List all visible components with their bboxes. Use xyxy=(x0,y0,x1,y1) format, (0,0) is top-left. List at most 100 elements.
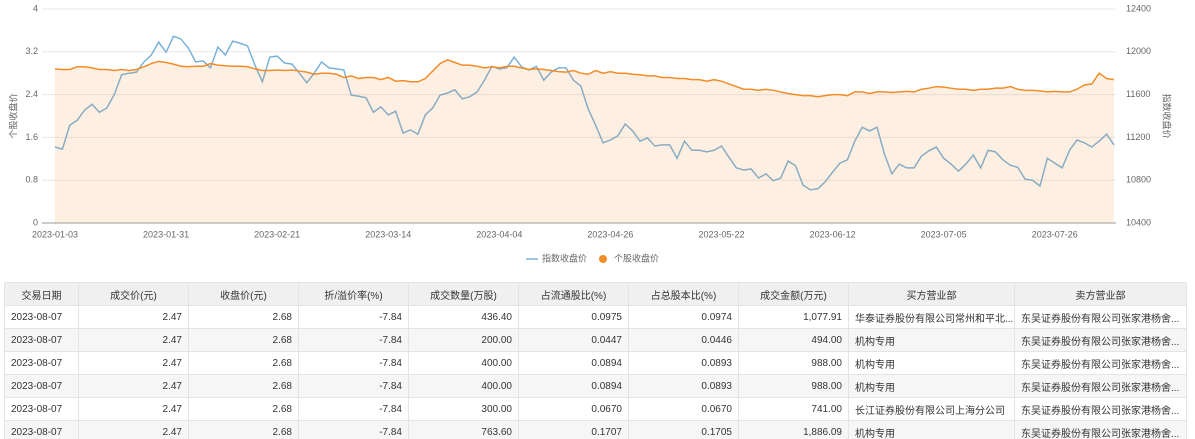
table-cell: 0.0670 xyxy=(628,397,739,421)
table-body: 2023-08-07 2.47 2.68 -7.84 436.40 0.0975 0.097… xyxy=(4,305,1187,439)
table-row: 2023-08-07 2.47 2.68 -7.84 400.00 0.0894 0.089… xyxy=(4,374,1187,398)
table-cell: 机构专用 xyxy=(848,328,1015,352)
table-cell: -7.84 xyxy=(298,328,409,352)
x-tick-label: 2023-05-22 xyxy=(698,229,744,239)
column-header: 成交金额(万元) xyxy=(738,282,849,306)
table-row: 2023-08-07 2.47 2.68 -7.84 400.00 0.0894 0.089… xyxy=(4,351,1187,375)
table-cell: 988.00 xyxy=(738,374,849,398)
table-cell: 436.40 xyxy=(408,305,519,329)
table-cell: 2.68 xyxy=(188,397,299,421)
table-cell: 东吴证券股份有限公司张家港杨舍... xyxy=(1014,397,1187,421)
table-cell: 机构专用 xyxy=(848,351,1015,375)
column-header: 成交价(元) xyxy=(78,282,189,306)
chart: 0 0.8 1.6 2.4 3.2 4 10400 10800 11200 11600 12000 1… xyxy=(7,3,1173,263)
table-cell: 2.47 xyxy=(78,328,189,352)
table-cell: -7.84 xyxy=(298,351,409,375)
x-tick-label: 2023-07-05 xyxy=(921,229,967,239)
column-header: 成交数量(万股) xyxy=(408,282,519,306)
y-tick-label: 1.6 xyxy=(25,132,38,142)
column-header: 买方营业部 xyxy=(848,282,1015,306)
table-cell: -7.84 xyxy=(298,374,409,398)
y-tick-label: 4 xyxy=(33,3,38,13)
table-cell: 0.0893 xyxy=(628,374,739,398)
table-cell: 东吴证券股份有限公司张家港杨舍... xyxy=(1014,305,1187,329)
column-header: 折/溢价率(%) xyxy=(298,282,409,306)
y2-tick-label: 11600 xyxy=(1126,89,1150,99)
table-cell: 0.1707 xyxy=(518,420,629,439)
table-cell: 东吴证券股份有限公司张家港杨舍... xyxy=(1014,351,1187,375)
table-cell: 0.0446 xyxy=(628,328,739,352)
column-header: 占总股本比(%) xyxy=(628,282,739,306)
table-cell: 2023-08-07 xyxy=(4,420,79,439)
table-cell: 0.0894 xyxy=(518,351,629,375)
table-cell: 1,077.91 xyxy=(738,305,849,329)
table-cell: 2.47 xyxy=(78,420,189,439)
table-cell: 2.68 xyxy=(188,420,299,439)
table-cell: -7.84 xyxy=(298,305,409,329)
table-cell: 763.60 xyxy=(408,420,519,439)
table-cell: 400.00 xyxy=(408,351,519,375)
table-cell: 0.1705 xyxy=(628,420,739,439)
table-cell: 1,886.09 xyxy=(738,420,849,439)
table-cell: 300.00 xyxy=(408,397,519,421)
table-cell: 494.00 xyxy=(738,328,849,352)
table-cell: -7.84 xyxy=(298,420,409,439)
column-header: 收盘价(元) xyxy=(188,282,299,306)
column-header: 卖方营业部 xyxy=(1014,282,1187,306)
table-cell: 2.68 xyxy=(188,328,299,352)
table-cell: 2023-08-07 xyxy=(4,397,79,421)
table-cell: 长江证券股份有限公司上海分公司 xyxy=(848,397,1015,421)
x-tick-label: 2023-04-26 xyxy=(587,229,633,239)
table-row: 2023-08-07 2.47 2.68 -7.84 763.60 0.1707 0.170… xyxy=(4,420,1187,439)
table-row: 2023-08-07 2.47 2.68 -7.84 300.00 0.0670 0.067… xyxy=(4,397,1187,421)
table-row: 2023-08-07 2.47 2.68 -7.84 200.00 0.0447 0.044… xyxy=(4,328,1187,352)
legend-label: 指数收盘价 xyxy=(542,252,587,263)
y-tick-label: 2.4 xyxy=(25,89,38,99)
table-cell: 0.0670 xyxy=(518,397,629,421)
table-cell: 2023-08-07 xyxy=(4,351,79,375)
x-tick-label: 2023-02-21 xyxy=(254,229,300,239)
table-cell: 2.47 xyxy=(78,351,189,375)
table-cell: 机构专用 xyxy=(848,420,1015,439)
table-cell: 200.00 xyxy=(408,328,519,352)
table-cell: 东吴证券股份有限公司张家港杨舍... xyxy=(1014,420,1187,439)
table-cell: 2.68 xyxy=(188,305,299,329)
x-tick-label: 2023-07-26 xyxy=(1032,229,1078,239)
table-cell: 0.0975 xyxy=(518,305,629,329)
x-tick-label: 2023-06-12 xyxy=(810,229,856,239)
table-row: 2023-08-07 2.47 2.68 -7.84 436.40 0.0975 0.097… xyxy=(4,305,1187,329)
table-cell: 2.68 xyxy=(188,374,299,398)
trade-table: 交易日期 成交价(元) 收盘价(元) 折/溢价率(%) 成交数量(万股) 占流通股比(%)… xyxy=(4,282,1187,439)
table-cell: 2.47 xyxy=(78,397,189,421)
table-cell: 2.68 xyxy=(188,351,299,375)
y-tick-label: 3.2 xyxy=(25,46,38,56)
x-tick-label: 2023-01-03 xyxy=(32,229,78,239)
table-cell: 400.00 xyxy=(408,374,519,398)
x-tick-label: 2023-01-31 xyxy=(143,229,189,239)
table-cell: 0.0974 xyxy=(628,305,739,329)
series-line xyxy=(54,59,1115,98)
table-cell: 0.0893 xyxy=(628,351,739,375)
table-cell: 2023-08-07 xyxy=(4,328,79,352)
y2-tick-label: 12000 xyxy=(1126,46,1151,56)
y2-axis-title: 指数收盘价 xyxy=(1162,93,1173,138)
table-cell: 2023-08-07 xyxy=(4,305,79,329)
y-tick-label: 0.8 xyxy=(25,175,38,185)
legend-item: 个股收盘价 xyxy=(599,252,659,263)
table-cell: 2023-08-07 xyxy=(4,374,79,398)
x-tick-label: 2023-04-04 xyxy=(476,229,522,239)
y2-tick-label: 10400 xyxy=(1126,217,1151,227)
table-cell: 东吴证券股份有限公司张家港杨舍... xyxy=(1014,374,1187,398)
y-axis-title: 个股收盘价 xyxy=(7,93,18,138)
table-cell: -7.84 xyxy=(298,397,409,421)
y2-tick-label: 11200 xyxy=(1126,132,1150,142)
table-header: 交易日期 成交价(元) 收盘价(元) 折/溢价率(%) 成交数量(万股) 占流通股比(%)… xyxy=(4,282,1187,306)
table-cell: 741.00 xyxy=(738,397,849,421)
table-cell: 2.47 xyxy=(78,305,189,329)
column-header: 交易日期 xyxy=(4,282,79,306)
table-cell: 机构专用 xyxy=(848,374,1015,398)
table-cell: 东吴证券股份有限公司张家港杨舍... xyxy=(1014,328,1187,352)
legend-symbol xyxy=(599,255,607,263)
table-cell: 0.0447 xyxy=(518,328,629,352)
